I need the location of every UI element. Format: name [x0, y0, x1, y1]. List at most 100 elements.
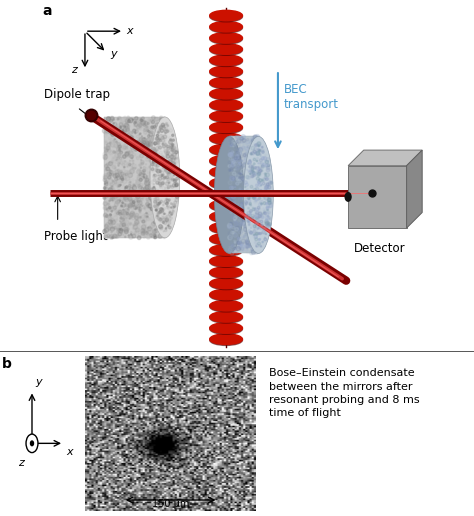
Circle shape — [164, 130, 167, 133]
Circle shape — [124, 196, 127, 198]
Circle shape — [105, 197, 106, 198]
Circle shape — [255, 218, 257, 220]
Circle shape — [259, 159, 263, 162]
Ellipse shape — [210, 133, 243, 143]
Circle shape — [248, 140, 253, 144]
Circle shape — [161, 125, 163, 127]
Circle shape — [111, 134, 113, 137]
Circle shape — [105, 127, 107, 130]
Circle shape — [256, 214, 258, 216]
Circle shape — [116, 183, 118, 185]
Circle shape — [125, 173, 128, 176]
Circle shape — [254, 173, 256, 175]
Circle shape — [149, 186, 152, 189]
Ellipse shape — [210, 246, 243, 256]
Circle shape — [157, 204, 159, 206]
Circle shape — [114, 181, 117, 184]
Circle shape — [165, 122, 168, 124]
Circle shape — [172, 134, 174, 136]
Circle shape — [107, 147, 110, 150]
Circle shape — [120, 170, 122, 172]
Circle shape — [229, 139, 233, 142]
Circle shape — [268, 222, 271, 226]
Circle shape — [258, 197, 261, 199]
Circle shape — [105, 224, 108, 228]
Circle shape — [229, 242, 233, 246]
Circle shape — [154, 188, 156, 189]
Circle shape — [253, 214, 255, 216]
Circle shape — [125, 225, 128, 228]
Circle shape — [114, 191, 118, 195]
Circle shape — [156, 199, 158, 201]
Circle shape — [166, 156, 169, 159]
Circle shape — [159, 139, 162, 141]
Circle shape — [132, 179, 134, 181]
Circle shape — [154, 205, 156, 207]
Circle shape — [159, 199, 160, 200]
Circle shape — [147, 122, 149, 124]
Circle shape — [136, 228, 139, 232]
Circle shape — [261, 233, 263, 234]
Circle shape — [266, 178, 269, 180]
Circle shape — [229, 222, 233, 225]
Circle shape — [139, 123, 143, 126]
Circle shape — [250, 240, 252, 243]
Circle shape — [252, 214, 253, 215]
Circle shape — [256, 189, 259, 191]
Circle shape — [158, 153, 161, 156]
Circle shape — [109, 179, 113, 183]
Circle shape — [131, 216, 135, 220]
Circle shape — [164, 194, 166, 196]
Circle shape — [166, 145, 169, 148]
Circle shape — [155, 123, 160, 127]
Circle shape — [103, 196, 107, 199]
Circle shape — [111, 197, 115, 201]
Circle shape — [250, 156, 255, 160]
Circle shape — [105, 223, 109, 227]
Circle shape — [159, 126, 162, 128]
Circle shape — [269, 201, 272, 204]
Circle shape — [104, 118, 107, 121]
Circle shape — [116, 141, 118, 143]
Circle shape — [166, 152, 169, 155]
Circle shape — [147, 130, 148, 131]
Circle shape — [109, 142, 111, 143]
Circle shape — [245, 153, 248, 156]
Circle shape — [152, 163, 153, 164]
Circle shape — [139, 183, 143, 187]
Circle shape — [103, 202, 107, 206]
Circle shape — [240, 202, 243, 205]
Circle shape — [251, 234, 253, 237]
Circle shape — [114, 143, 118, 148]
Circle shape — [173, 171, 174, 172]
Circle shape — [119, 230, 122, 233]
Circle shape — [121, 205, 122, 207]
Circle shape — [154, 117, 158, 121]
Circle shape — [246, 205, 250, 209]
Circle shape — [153, 226, 154, 227]
Circle shape — [253, 249, 256, 253]
Circle shape — [240, 234, 245, 238]
Ellipse shape — [210, 289, 243, 300]
Circle shape — [254, 229, 257, 233]
Circle shape — [163, 168, 164, 169]
Circle shape — [127, 147, 128, 148]
Circle shape — [243, 149, 246, 152]
Circle shape — [171, 195, 173, 197]
Circle shape — [105, 148, 106, 149]
Ellipse shape — [210, 313, 243, 323]
Circle shape — [171, 207, 172, 208]
Circle shape — [116, 151, 119, 154]
Circle shape — [256, 246, 257, 247]
Circle shape — [129, 213, 133, 217]
Circle shape — [269, 206, 270, 207]
Circle shape — [247, 171, 248, 172]
Circle shape — [229, 186, 233, 190]
Circle shape — [243, 178, 246, 181]
Circle shape — [260, 246, 262, 247]
Circle shape — [175, 192, 179, 196]
Circle shape — [141, 143, 145, 147]
Circle shape — [147, 204, 151, 208]
Circle shape — [254, 196, 256, 198]
Circle shape — [103, 157, 107, 160]
